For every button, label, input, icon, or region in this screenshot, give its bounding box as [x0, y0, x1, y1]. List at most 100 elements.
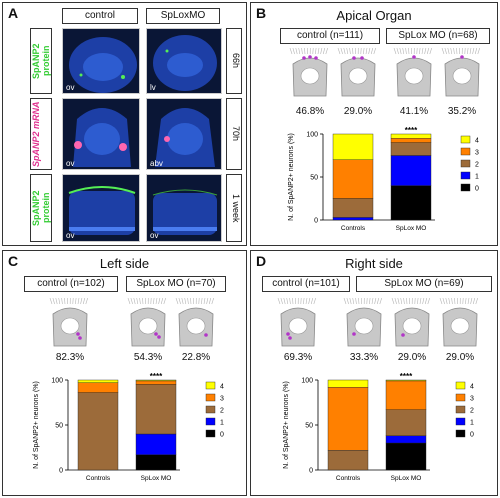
panel-c-group-control: control (n=102) — [24, 276, 118, 292]
panel-a-row1-label: SpANP2 protein — [30, 28, 52, 94]
legend-swatch — [455, 417, 466, 426]
larva-b4 — [441, 48, 480, 97]
panel-a-col-splox: SpLoxMO — [146, 8, 220, 24]
y-axis-label: N. of SpANP2+ neurons (%) — [33, 381, 40, 469]
legend-label: 0 — [470, 432, 474, 439]
y-axis-label: N. of SpANP2+ neurons (%) — [288, 133, 295, 221]
x-tick-label: SpLox MO — [396, 225, 427, 232]
larva-d4 — [439, 298, 478, 347]
panel-c-letter: C — [8, 253, 19, 269]
larva-b2 — [337, 48, 376, 97]
neuron-dot — [76, 332, 80, 336]
legend-label: 4 — [475, 138, 479, 145]
bar-segment-2 — [135, 384, 177, 435]
panel-c-title: Left side — [99, 256, 150, 271]
row1-gene: SpANP2 — [31, 43, 41, 79]
panel-a-col-control: control — [62, 8, 138, 24]
micrograph-splox-1week: ov — [146, 174, 222, 242]
legend-label: 1 — [470, 420, 474, 427]
x-tick-label: SpLox MO — [141, 475, 172, 482]
larva-d1 — [277, 298, 316, 347]
pct-d1: 69.3% — [283, 352, 313, 363]
panel-c-frame — [2, 250, 247, 496]
larva-c2 — [127, 298, 166, 347]
bar-segment-2 — [332, 198, 374, 218]
bar-segment-2 — [327, 449, 369, 471]
bar-segment-4 — [390, 133, 432, 139]
row3-gene: SpANP2 — [31, 190, 41, 226]
bar-segment-2 — [385, 409, 427, 437]
neuron-dot — [412, 55, 416, 59]
legend-label: 0 — [475, 186, 479, 193]
legend-label: 0 — [220, 432, 224, 439]
neuron-dot — [352, 56, 356, 60]
x-tick-label: Controls — [86, 475, 111, 482]
bar-segment-4 — [332, 133, 374, 160]
bar-segment-3 — [135, 380, 177, 385]
legend-swatch — [455, 405, 466, 414]
panel-d-title: Right side — [345, 256, 403, 271]
bar-segment-4 — [77, 379, 119, 383]
time-70h: 70h — [226, 98, 242, 170]
panel-b-group-control: control (n=111) — [280, 28, 380, 44]
y-tick-label: 0 — [314, 218, 318, 225]
y-tick-label: 100 — [306, 132, 318, 139]
larva-gut — [348, 67, 368, 85]
panel-d-group-splox: SpLox MO (n=69) — [356, 276, 492, 292]
panel-b-group-splox: SpLox MO (n=68) — [386, 28, 490, 44]
bar-segment-4 — [385, 379, 427, 382]
row3-kind: protein — [41, 192, 51, 224]
neuron-dot — [314, 56, 318, 60]
neuron-dot — [360, 56, 364, 60]
legend-swatch — [460, 135, 471, 144]
neuron-dot — [286, 332, 290, 336]
bar-segment-3 — [332, 159, 374, 199]
chart-c: N. of SpANP2+ neurons (%) 0 50 100 Controls S… — [33, 372, 224, 482]
significance-label: **** — [150, 372, 163, 381]
x-tick-label: SpLox MO — [391, 475, 422, 482]
neuron-dot — [302, 56, 306, 60]
tag-r2-splox: abv — [150, 159, 163, 168]
larva-c1 — [49, 298, 88, 347]
bar-segment-3 — [327, 386, 369, 451]
x-tick-label: Controls — [336, 475, 361, 482]
larva-gut — [402, 317, 422, 335]
bar-segment-0 — [135, 454, 177, 471]
pct-c1: 82.3% — [55, 352, 85, 363]
y-tick-label: 0 — [59, 468, 63, 475]
pct-c3: 22.8% — [181, 352, 211, 363]
micrograph-control-70h: ov — [62, 98, 140, 170]
x-tick-label: Controls — [341, 225, 366, 232]
larva-gut — [186, 317, 206, 335]
neuron-dot — [460, 55, 464, 59]
tag-r2-control: ov — [66, 159, 75, 168]
neuron-dot — [78, 336, 82, 340]
legend-label: 2 — [475, 162, 479, 169]
legend-swatch — [460, 171, 471, 180]
legend-label: 2 — [470, 408, 474, 415]
significance-label: **** — [400, 372, 413, 381]
panel-b-letter: B — [256, 5, 267, 21]
larva-gut — [452, 67, 472, 85]
legend-swatch — [205, 381, 216, 390]
neuron-dot — [308, 55, 312, 59]
time-66h: 66h — [226, 28, 242, 94]
pct-b2: 29.0% — [343, 106, 373, 117]
larva-d3 — [391, 298, 430, 347]
bar-segment-3 — [385, 380, 427, 410]
pct-c2: 54.3% — [133, 352, 163, 363]
legend-label: 2 — [220, 408, 224, 415]
legend-swatch — [205, 405, 216, 414]
panel-d-letter: D — [256, 253, 267, 269]
larva-gut — [288, 317, 308, 335]
legend-label: 3 — [475, 150, 479, 157]
panel-a-row2-label: SpANP2 mRNA — [30, 98, 52, 170]
larva-b3 — [393, 48, 432, 97]
y-tick-label: 50 — [55, 423, 63, 430]
micrograph-splox-70h: abv — [146, 98, 222, 170]
legend-swatch — [455, 393, 466, 402]
panel-c-group-splox: SpLox MO (n=70) — [126, 276, 226, 292]
tag-r3-splox: ov — [150, 231, 159, 240]
tag-r1-splox: lv — [150, 83, 156, 92]
legend-swatch — [205, 393, 216, 402]
